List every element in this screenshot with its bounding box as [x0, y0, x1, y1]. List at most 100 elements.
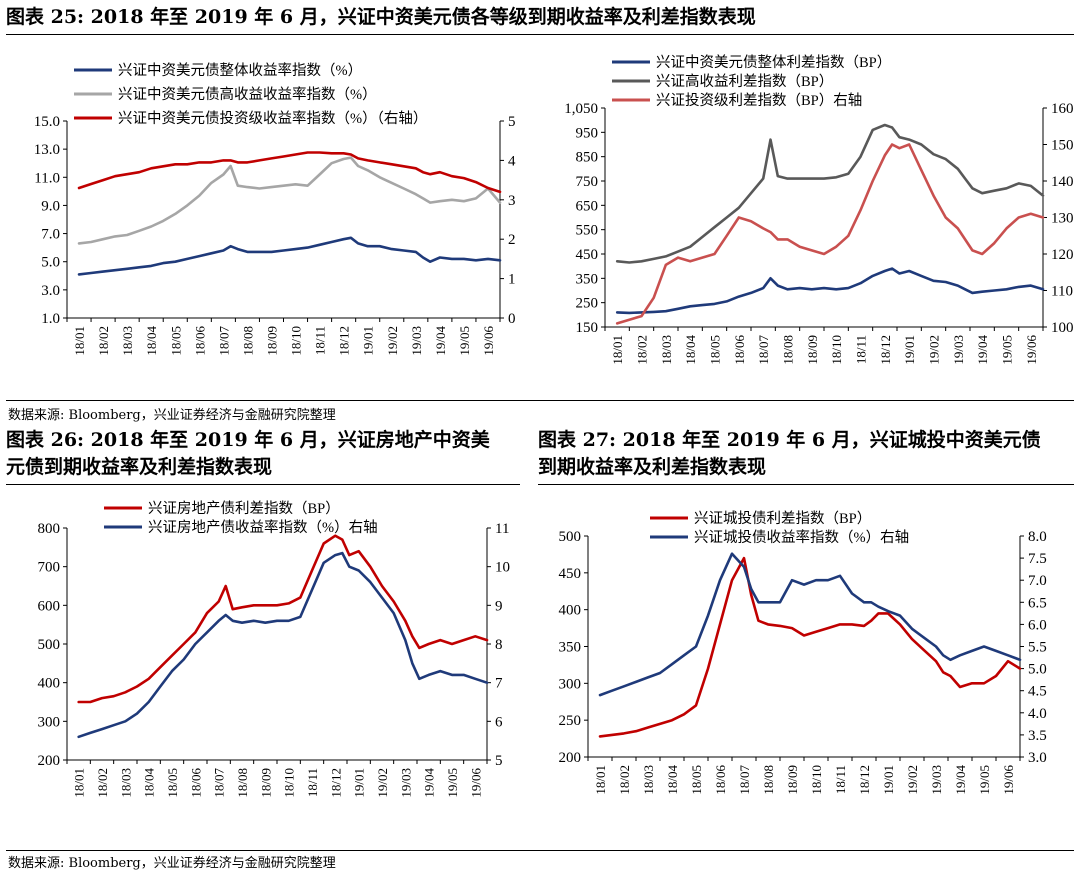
x-tick-label: 19/01 — [352, 768, 367, 798]
source-note-top: 数据来源: Bloomberg，兴业证券经济与金融研究院整理 — [8, 408, 336, 423]
y-tick-label: 700 — [38, 560, 61, 576]
y-tick-label: 13.0 — [34, 142, 60, 158]
x-tick-label: 18/01 — [72, 768, 87, 798]
y-tick-label: 200 — [38, 753, 61, 769]
x-tick-label: 18/11 — [313, 326, 328, 355]
x-tick-label: 18/10 — [282, 768, 297, 798]
legend-label-1: 兴证城投债利差指数（BP） — [694, 510, 871, 527]
x-tick-label: 18/01 — [72, 326, 87, 356]
y2-tick-label: 5.0 — [1028, 662, 1047, 678]
x-tick-label: 18/01 — [610, 335, 625, 365]
x-tick-label: 19/02 — [927, 335, 942, 365]
y-tick-label: 300 — [38, 714, 61, 730]
x-tick-label: 19/01 — [881, 765, 896, 795]
y-tick-label: 350 — [559, 640, 582, 656]
x-tick-label: 19/06 — [1024, 335, 1039, 365]
x-tick-label: 19/02 — [375, 768, 390, 798]
y2-tick-label: 10 — [495, 560, 510, 576]
figure-26-title-line1: 图表 26: 2018 年至 2019 年 6 月，兴证房地产中资美 — [6, 429, 490, 451]
x-tick-label: 18/10 — [809, 765, 824, 795]
y2-tick-label: 5.5 — [1028, 640, 1047, 656]
y2-tick-label: 2 — [508, 232, 516, 248]
x-tick-label: 19/03 — [409, 326, 424, 356]
legend-label-1: 兴证房地产债利差指数（BP） — [148, 500, 340, 517]
x-tick-label: 19/03 — [398, 768, 413, 798]
x-tick-label: 18/09 — [264, 326, 279, 356]
y2-tick-label: 1 — [508, 272, 516, 288]
source-rule-top — [6, 400, 1074, 401]
x-tick-label: 18/01 — [593, 765, 608, 795]
y-tick-label: 400 — [38, 676, 61, 692]
x-tick-label: 18/10 — [289, 326, 304, 356]
legend-label-3: 兴证中资美元债投资级收益率指数（%）（右轴） — [118, 110, 427, 127]
x-tick-label: 19/04 — [953, 765, 968, 795]
x-tick-label: 19/03 — [929, 765, 944, 795]
x-tick-label: 18/10 — [829, 335, 844, 365]
y2-tick-label: 8.0 — [1028, 529, 1047, 545]
y-tick-label: 800 — [38, 521, 61, 537]
y2-tick-label: 160 — [1051, 101, 1074, 117]
y-tick-label: 350 — [576, 271, 599, 287]
y2-tick-label: 8 — [495, 637, 503, 653]
x-tick-label: 18/06 — [188, 768, 203, 798]
figure-25-title: 图表 25: 2018 年至 2019 年 6 月，兴证中资美元债各等级到期收益… — [6, 6, 756, 28]
x-tick-label: 18/04 — [144, 326, 159, 356]
y2-tick-label: 5 — [508, 114, 516, 130]
x-tick-label: 18/08 — [761, 765, 776, 795]
y-tick-label: 450 — [576, 247, 599, 263]
y2-tick-label: 100 — [1051, 320, 1074, 336]
y-tick-label: 250 — [576, 296, 599, 312]
legend-label-2: 兴证中资美元债高收益收益率指数（%） — [118, 86, 377, 103]
y2-tick-label: 11 — [495, 521, 509, 537]
figure-25-title-rule — [6, 34, 1074, 35]
y-tick-label: 600 — [38, 598, 61, 614]
figure-27-title-line2: 到期收益率及利差指数表现 — [538, 456, 767, 478]
y-tick-label: 450 — [559, 566, 582, 582]
y-tick-label: 200 — [559, 750, 582, 766]
y2-tick-label: 4.5 — [1028, 684, 1047, 700]
series-line-2 — [77, 551, 489, 739]
x-tick-label: 18/08 — [235, 768, 250, 798]
x-tick-label: 19/04 — [975, 335, 990, 365]
x-tick-label: 19/04 — [422, 768, 437, 798]
x-tick-label: 18/03 — [641, 765, 656, 795]
y-tick-label: 400 — [559, 603, 582, 619]
figure-27-title-line1: 图表 27: 2018 年至 2019 年 6 月，兴证城投中资美元债 — [538, 429, 1041, 451]
legend-label-2: 兴证高收益利差指数（BP） — [656, 73, 833, 90]
y-tick-label: 850 — [576, 150, 599, 166]
y-tick-label: 650 — [576, 198, 599, 214]
x-tick-label: 19/06 — [468, 768, 483, 798]
x-tick-label: 18/03 — [118, 768, 133, 798]
x-tick-label: 18/05 — [165, 768, 180, 798]
y-tick-label: 750 — [576, 174, 599, 190]
x-tick-label: 19/06 — [1001, 765, 1016, 795]
x-tick-label: 19/01 — [361, 326, 376, 356]
legend-label-2: 兴证房地产债收益率指数（%）右轴 — [148, 519, 378, 536]
x-tick-label: 19/05 — [445, 768, 460, 798]
x-tick-label: 19/05 — [1000, 335, 1015, 365]
series-line-3 — [77, 151, 502, 194]
y2-tick-label: 6 — [495, 714, 503, 730]
y-tick-label: 250 — [559, 713, 582, 729]
x-tick-label: 18/02 — [96, 326, 111, 356]
x-tick-label: 19/03 — [951, 335, 966, 365]
y-tick-label: 3.0 — [41, 283, 60, 299]
figure-26-title-rule — [6, 484, 520, 485]
x-tick-label: 18/05 — [168, 326, 183, 356]
x-tick-label: 18/11 — [305, 768, 320, 797]
x-tick-label: 18/08 — [240, 326, 255, 356]
series-line-1 — [77, 236, 502, 276]
series-line-2 — [615, 123, 1045, 264]
series-line-1 — [598, 556, 1022, 738]
y2-tick-label: 130 — [1051, 211, 1074, 227]
x-tick-label: 18/03 — [120, 326, 135, 356]
series-line-2 — [77, 156, 502, 245]
y-tick-label: 1.0 — [41, 311, 60, 327]
x-tick-label: 18/04 — [665, 765, 680, 795]
source-rule-bottom — [6, 850, 1074, 851]
x-tick-label: 19/02 — [385, 326, 400, 356]
legend-label-2: 兴证城投债收益率指数（%）右轴 — [694, 529, 909, 546]
x-tick-label: 19/02 — [905, 765, 920, 795]
